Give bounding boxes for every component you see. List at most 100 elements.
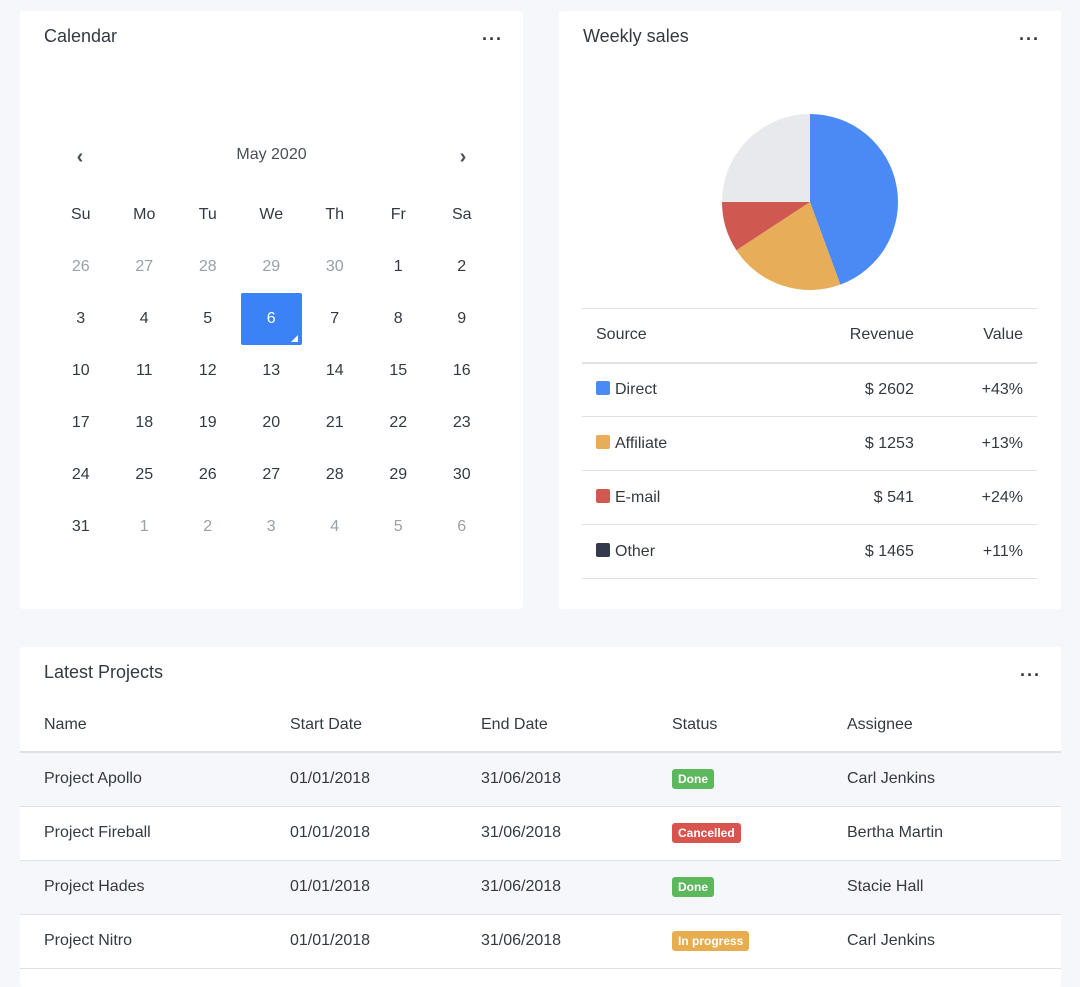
value-cell: +13% [913,416,1037,471]
sales-table: Source Revenue Value Direct $ 2602 +43% Aff… [582,308,1037,579]
day-cell[interactable]: 18 [135,414,154,431]
status-badge: Cancelled [672,823,741,843]
day-cell[interactable]: 31 [71,518,90,535]
day-cell[interactable]: 13 [262,362,281,379]
end-date: 31/06/2018 [481,860,672,915]
projects-table: Name Start Date End Date Status Assignee… [20,698,1061,969]
day-cell[interactable]: 4 [330,518,340,535]
day-cell[interactable]: 10 [71,362,90,379]
start-date: 01/01/2018 [290,860,481,915]
weekday-label: Fr [390,206,406,223]
weekly-sales-card: Weekly sales ··· Source Revenue Value Di… [559,11,1061,609]
sales-row: Affiliate $ 1253 +13% [582,416,1037,471]
day-cell[interactable]: 6 [457,518,467,535]
day-cell[interactable]: 7 [330,310,340,327]
weekday-label: We [259,206,284,223]
day-cell[interactable]: 12 [198,362,217,379]
day-cell[interactable]: 29 [262,258,281,275]
day-cell[interactable]: 17 [71,414,90,431]
legend-swatch [596,434,610,449]
day-cell[interactable]: 11 [135,362,153,379]
more-options-icon[interactable]: ··· [482,29,503,49]
day-cell[interactable]: 28 [325,466,344,483]
col-value: Value [913,308,1037,364]
day-cell[interactable]: 26 [71,258,90,275]
pie-slice-e-mail [722,201,810,251]
day-cell[interactable]: 1 [139,518,149,535]
more-options-icon[interactable]: ··· [1019,29,1040,49]
sales-title: Weekly sales [583,26,689,46]
legend-swatch [596,380,610,395]
assignee: Carl Jenkins [847,914,1061,969]
col-revenue: Revenue [771,308,914,364]
day-cell[interactable]: 5 [393,518,403,535]
project-name: Project Nitro [20,914,290,969]
project-row[interactable]: Project Nitro 01/01/2018 31/06/2018 In prog… [20,914,1061,969]
day-cell[interactable]: 27 [262,466,281,483]
calendar-card: Calendar ··· ‹ May 2020 › Su Mo Tu We Th Fr Sa… [20,11,523,609]
source-label: Other [615,542,656,560]
day-cell[interactable]: 20 [262,414,281,431]
day-cell[interactable]: 4 [139,310,149,327]
weekday-label: Tu [198,206,217,223]
sales-row: E-mail $ 541 +24% [582,470,1037,525]
status-cell: Done [672,860,847,915]
status-badge: Done [672,769,714,790]
day-cell[interactable]: 26 [198,466,217,483]
day-cell[interactable]: 27 [135,258,154,275]
status-cell: Cancelled [672,806,847,861]
project-row[interactable]: Project Fireball 01/01/2018 31/06/2018 Canc… [20,806,1061,861]
day-cell[interactable]: 16 [452,362,471,379]
source-cell: Affiliate [582,416,772,471]
project-name: Project Apollo [20,752,290,807]
pie-slice-affiliate [736,202,841,290]
day-cell[interactable]: 9 [457,310,467,327]
sales-row: Other $ 1465 +11% [582,524,1037,579]
project-name: Project Fireball [20,806,290,861]
day-cell[interactable]: 21 [325,414,344,431]
status-badge: In progress [672,931,750,951]
day-cell[interactable]: 19 [198,414,217,431]
day-cell[interactable]: 2 [203,518,213,535]
day-cell[interactable]: 14 [325,362,344,379]
assignee: Bertha Martin [847,806,1061,861]
projects-title: Latest Projects [44,662,164,682]
pie-slice-direct [810,114,898,285]
day-cell[interactable]: 1 [393,258,403,275]
day-cell[interactable]: 2 [457,258,467,275]
revenue-cell: $ 1253 [771,416,914,471]
col-source: Source [582,308,772,364]
day-cell[interactable]: 24 [71,466,90,483]
day-cell[interactable]: 25 [135,466,154,483]
day-cell[interactable]: 8 [393,310,403,327]
prev-month-button[interactable]: ‹ [76,146,84,168]
project-row[interactable]: Project Hades 01/01/2018 31/06/2018 Done Sta… [20,860,1061,915]
day-cell-selected[interactable]: 6 [240,293,304,345]
col-start: Start Date [290,698,481,753]
source-label: E-mail [615,488,661,506]
source-label: Direct [615,380,657,398]
next-month-button[interactable]: › [459,146,467,168]
day-cell[interactable]: 15 [389,362,408,379]
day-cell[interactable]: 29 [389,466,408,483]
revenue-cell: $ 541 [771,470,914,525]
day-cell[interactable]: 30 [325,258,344,275]
day-cell[interactable]: 3 [76,310,86,327]
day-cell[interactable]: 3 [266,518,276,535]
status-cell: In progress [672,914,847,969]
start-date: 01/01/2018 [290,914,481,969]
source-label: Affiliate [615,434,668,452]
project-row[interactable]: Project Apollo 01/01/2018 31/06/2018 Done Ca… [20,752,1061,807]
day-cell[interactable]: 28 [198,258,217,275]
assignee: Stacie Hall [847,860,1061,915]
calendar-grid: Su Mo Tu We Th Fr Sa 26 27 28 29 30 1 2 3 4 5 6 7 8 9 10 11 12 1… [49,189,494,553]
day-cell[interactable]: 22 [389,414,408,431]
more-options-icon[interactable]: ··· [1020,665,1041,685]
pie-chart [722,114,898,290]
corner-marker-icon [291,335,298,342]
day-cell[interactable]: 23 [452,414,471,431]
day-cell[interactable]: 5 [203,310,213,327]
day-cell[interactable]: 30 [452,466,471,483]
latest-projects-card: Latest Projects ··· Name Start Date End … [20,647,1061,987]
project-name: Project Hades [20,860,290,915]
